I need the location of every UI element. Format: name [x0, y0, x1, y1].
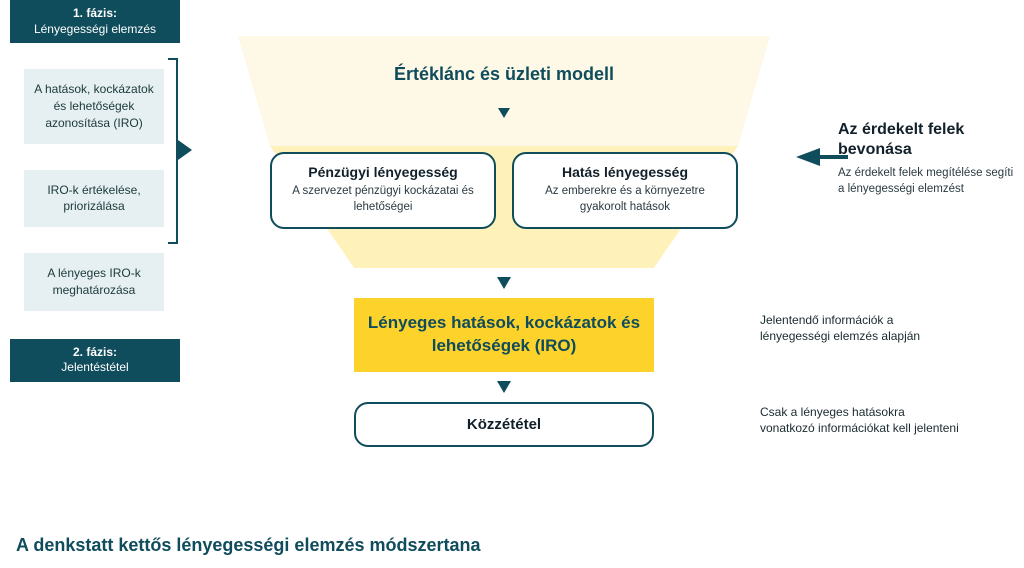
card-impact-title: Hatás lényegesség — [524, 164, 726, 180]
bracket-arrow-icon — [178, 140, 192, 160]
arrow-slot-2 — [238, 274, 770, 292]
step-box-3: A lényeges IRO-k meghatározása — [24, 253, 164, 311]
stakeholder-sub: Az érdekelt felek megítélése segíti a lé… — [838, 166, 1014, 197]
arrow-down-icon — [497, 381, 511, 393]
card-impact-sub: Az emberekre és a környezetre gyakorolt … — [524, 184, 726, 215]
lower-stack: Lényeges hatások, kockázatok és lehetősé… — [238, 268, 770, 447]
arrow-down-icon — [498, 108, 510, 118]
step-box-2: IRO-k értékelése, priorizálása — [24, 170, 164, 228]
phase1-header: 1. fázis: Lényegességi elemzés — [10, 0, 180, 43]
funnel-header: Értéklánc és üzleti modell — [238, 64, 770, 85]
note-iro: Jelentendő információk a lényegességi el… — [760, 312, 960, 344]
card-financial: Pénzügyi lényegesség A szervezet pénzügy… — [270, 152, 496, 229]
arrow-down-icon — [497, 277, 511, 289]
arrow-down-1-wrap — [238, 108, 770, 118]
card-impact: Hatás lényegesség Az emberekre és a körn… — [512, 152, 738, 229]
phase2-header: 2. fázis: Jelentéstétel — [10, 339, 180, 382]
bracket-top — [168, 58, 178, 60]
phase2-title: 2. fázis: — [14, 345, 176, 361]
funnel-layer-1: Értéklánc és üzleti modell — [238, 36, 770, 146]
phase1-sub: Lényegességi elemzés — [14, 22, 176, 38]
materiality-cards-row: Pénzügyi lényegesség A szervezet pénzügy… — [238, 152, 770, 229]
phase1-title: 1. fázis: — [14, 6, 176, 22]
yellow-iro-box: Lényeges hatások, kockázatok és lehetősé… — [354, 298, 654, 372]
footer-title: A denkstatt kettős lényegességi elemzés … — [16, 535, 481, 556]
phase2-sub: Jelentéstétel — [14, 360, 176, 376]
funnel: Értéklánc és üzleti modell Pénzügyi lény… — [238, 36, 770, 268]
card-financial-sub: A szervezet pénzügyi kockázatai és lehet… — [282, 184, 484, 215]
arrow-slot-3 — [238, 378, 770, 396]
arrow-left-icon — [796, 148, 820, 166]
publish-box: Közzététel — [354, 402, 654, 447]
stakeholder-block: Az érdekelt felek bevonása Az érdekelt f… — [838, 120, 1014, 197]
card-financial-title: Pénzügyi lényegesség — [282, 164, 484, 180]
step-box-1: A hatások, kockázatok és lehetőségek azo… — [24, 69, 164, 143]
stakeholder-title: Az érdekelt felek bevonása — [838, 120, 1014, 160]
left-column: 1. fázis: Lényegességi elemzés A hatások… — [10, 0, 180, 382]
note-publish: Csak a lényeges hatásokra vonatkozó info… — [760, 404, 960, 436]
bracket-bottom — [168, 242, 178, 244]
